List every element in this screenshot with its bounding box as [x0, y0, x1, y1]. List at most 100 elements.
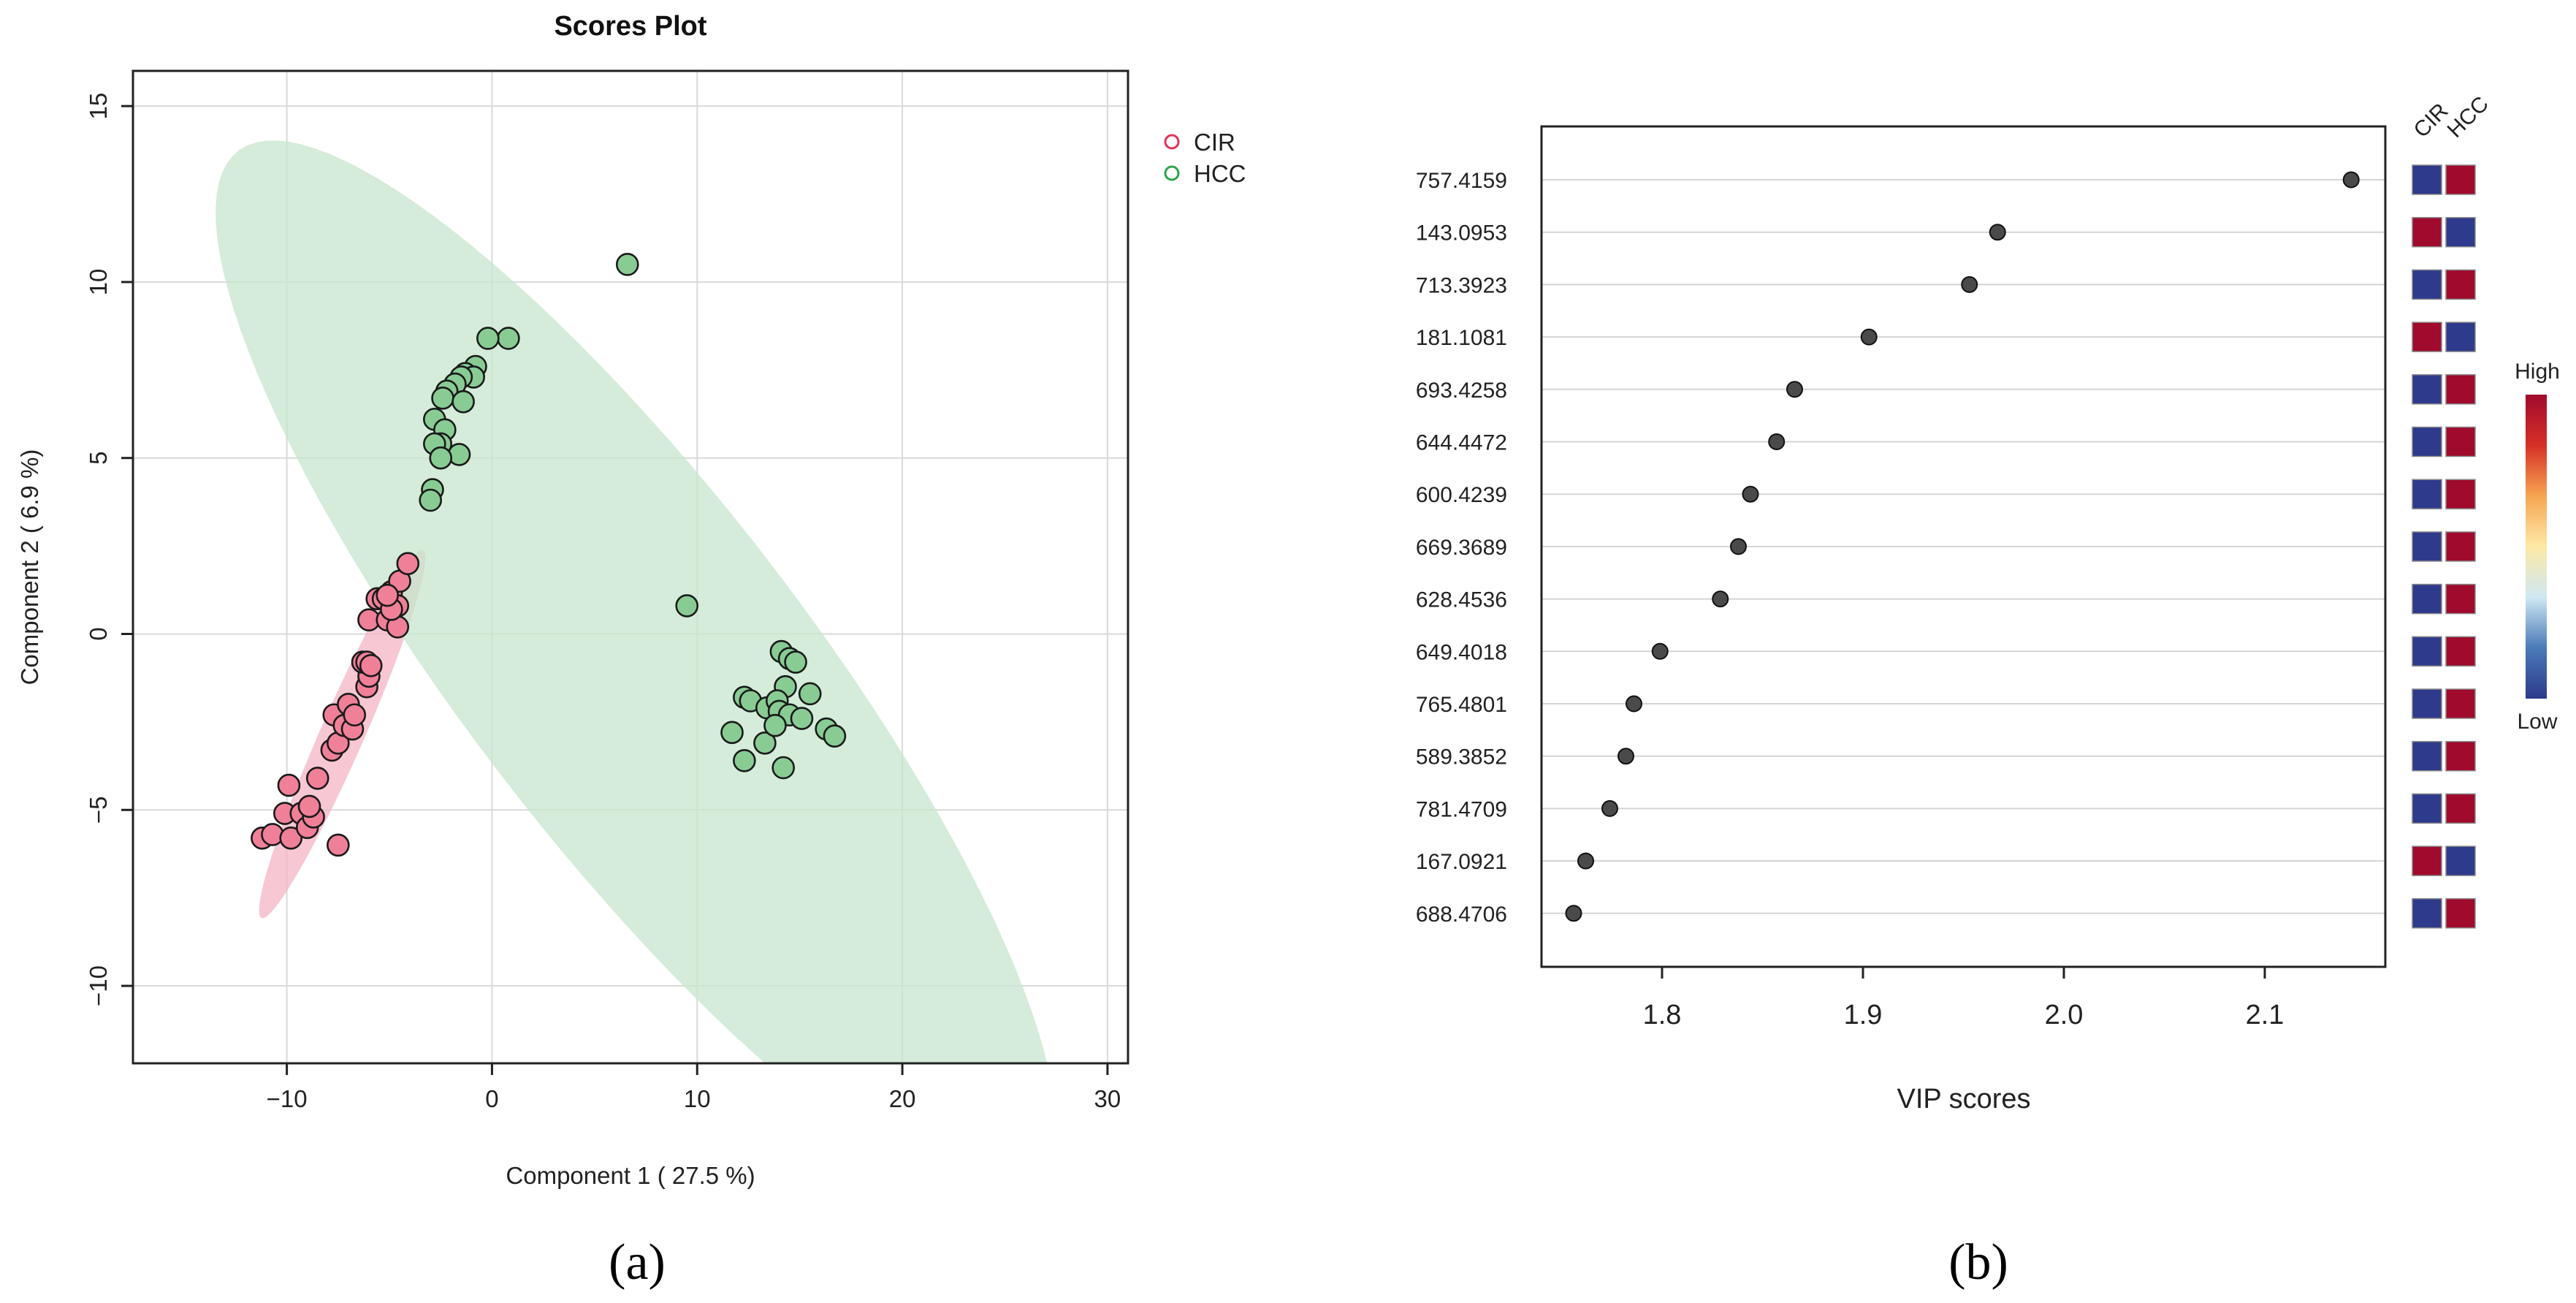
scores-plot-ellipses — [216, 140, 1048, 1063]
point-cir-10 — [327, 833, 350, 857]
point-cir-22 — [359, 654, 383, 677]
legend-item-hcc: HCC — [1164, 160, 1246, 187]
y-tick-label-1: −5 — [85, 796, 112, 824]
vip-point-0 — [2342, 171, 2360, 189]
vip-feature-label-12: 781.4709 — [1416, 797, 1507, 821]
heat-cell-hcc-6 — [2445, 479, 2476, 509]
point-hcc-38 — [763, 713, 787, 737]
vip-plot-x-axis-label: VIP scores — [1897, 1084, 2030, 1114]
heat-cell-hcc-1 — [2445, 216, 2476, 248]
vip-feature-label-10: 765.4801 — [1416, 693, 1507, 717]
panel-label-b: (b) — [1948, 1234, 2008, 1291]
heat-cell-hcc-7 — [2445, 531, 2476, 562]
legend-item-cir: CIR — [1164, 129, 1235, 156]
legend-marker-hcc — [1164, 165, 1180, 181]
point-cir-8 — [297, 794, 321, 818]
point-hcc-34 — [720, 721, 744, 745]
vip-feature-label-7: 669.3689 — [1416, 536, 1507, 560]
heat-cell-cir-13 — [2412, 846, 2442, 876]
scores-plot-title: Scores Plot — [554, 11, 706, 42]
confidence-ellipse-hcc — [216, 140, 1048, 1063]
heat-cell-cir-11 — [2412, 740, 2442, 772]
heat-cell-hcc-0 — [2445, 164, 2476, 195]
heat-cell-hcc-13 — [2445, 846, 2476, 876]
heat-cell-hcc-3 — [2445, 322, 2476, 352]
heat-cell-cir-8 — [2412, 583, 2442, 615]
point-hcc-0 — [615, 253, 639, 276]
point-hcc-10 — [451, 390, 475, 414]
point-hcc-33 — [823, 724, 847, 748]
vip-feature-label-8: 628.4536 — [1416, 588, 1507, 612]
heat-cell-cir-10 — [2412, 688, 2442, 719]
heat-cell-hcc-14 — [2445, 898, 2476, 929]
point-hcc-9 — [431, 387, 454, 410]
heat-cell-cir-12 — [2412, 793, 2442, 824]
point-hcc-15 — [447, 443, 471, 466]
point-hcc-35 — [753, 731, 777, 755]
vip-point-7 — [1730, 538, 1747, 555]
y-tick-label-5: 15 — [85, 93, 112, 120]
vip-heatmap — [2412, 164, 2476, 929]
vip-x-tick-label-2: 2.0 — [2045, 1000, 2084, 1030]
heat-cell-hcc-5 — [2445, 426, 2476, 457]
point-hcc-18 — [419, 488, 442, 512]
vip-plot-frame — [1540, 125, 2387, 968]
vip-point-3 — [1860, 328, 1878, 346]
legend-label-cir: CIR — [1194, 129, 1235, 156]
colorbar — [2526, 395, 2547, 699]
point-hcc-23 — [798, 682, 822, 706]
heat-cell-cir-7 — [2412, 531, 2442, 562]
x-tick-label-0: −10 — [267, 1085, 308, 1112]
heat-cell-hcc-2 — [2445, 269, 2476, 300]
scores-plot-panel: Scores Plot −10 0 10 20 30 −10 −5 0 5 10 15 Compo… — [16, 11, 1246, 1291]
panel-label-a: (a) — [609, 1234, 666, 1291]
vip-feature-label-5: 644.4472 — [1416, 431, 1507, 455]
point-cir-17 — [343, 703, 367, 727]
vip-feature-label-3: 181.1081 — [1416, 326, 1507, 350]
vip-plot-panel: 757.4159 143.0953 713.3923 181.1081 693.4258… — [1416, 92, 2560, 1291]
heatmap-column-label-cir: CIR — [2409, 99, 2453, 143]
scores-plot-legend: CIR HCC — [1164, 129, 1246, 187]
heat-cell-cir-14 — [2412, 898, 2442, 929]
heat-cell-hcc-10 — [2445, 688, 2476, 719]
heat-cell-cir-5 — [2412, 426, 2442, 457]
vip-feature-label-14: 688.4706 — [1416, 903, 1507, 927]
vip-feature-label-2: 713.3923 — [1416, 273, 1507, 297]
heat-cell-hcc-4 — [2445, 374, 2476, 405]
vip-point-8 — [1712, 590, 1729, 608]
vip-point-13 — [1577, 852, 1594, 870]
vip-colorbar: High Low — [2515, 360, 2560, 734]
point-cir-1 — [261, 823, 284, 846]
x-tick-label-1: 0 — [485, 1085, 498, 1112]
heat-cell-hcc-8 — [2445, 583, 2476, 615]
y-tick-label-4: 10 — [85, 269, 112, 296]
vip-feature-label-6: 600.4239 — [1416, 483, 1507, 507]
point-cir-9 — [305, 767, 329, 790]
heat-cell-cir-4 — [2412, 374, 2442, 405]
vip-point-11 — [1617, 748, 1634, 765]
colorbar-high-label: High — [2515, 360, 2560, 384]
point-hcc-1 — [497, 327, 520, 350]
vip-feature-label-9: 649.4018 — [1416, 640, 1507, 664]
point-cir-32 — [396, 552, 420, 575]
heat-cell-hcc-12 — [2445, 793, 2476, 824]
point-cir-3 — [277, 773, 301, 797]
vip-point-10 — [1626, 695, 1642, 713]
scores-plot-y-ticks: −10 −5 0 5 10 15 — [85, 93, 133, 1006]
vip-x-tick-label-0: 1.8 — [1643, 1000, 1682, 1030]
scores-plot-x-ticks: −10 0 10 20 30 — [267, 1063, 1121, 1112]
vip-plot-rows: 757.4159 143.0953 713.3923 181.1081 693.4258… — [1416, 169, 2385, 927]
vip-feature-label-13: 167.0921 — [1416, 850, 1507, 874]
point-hcc-36 — [733, 749, 756, 772]
vip-point-5 — [1768, 433, 1786, 450]
point-hcc-16 — [429, 446, 453, 470]
heat-cell-hcc-9 — [2445, 636, 2476, 667]
point-hcc-2 — [476, 327, 500, 350]
heat-cell-cir-2 — [2412, 269, 2442, 300]
vip-point-9 — [1651, 642, 1669, 660]
vip-point-12 — [1601, 799, 1618, 817]
x-tick-label-3: 20 — [889, 1085, 916, 1112]
vip-x-tick-label-1: 1.9 — [1844, 1000, 1883, 1030]
